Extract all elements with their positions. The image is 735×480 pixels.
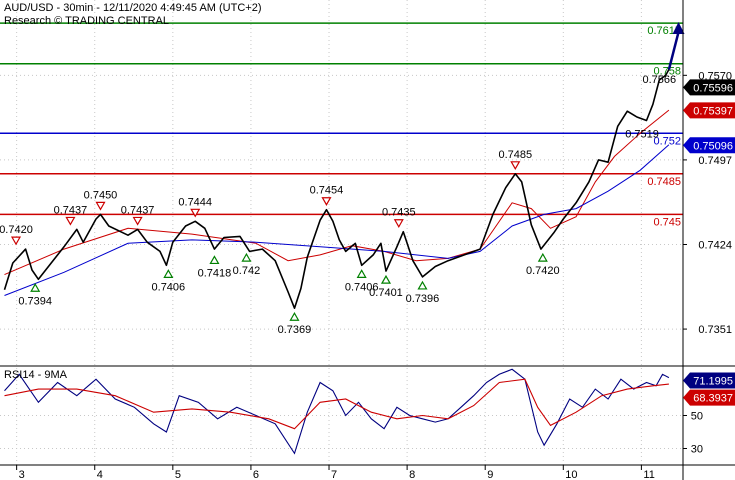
pivot-low-marker: [539, 254, 547, 261]
rsi-y-tick-label: 50: [691, 411, 703, 423]
rsi-current-value: 71.1995: [693, 376, 733, 388]
pivot-low-marker: [164, 270, 172, 277]
pivot-label: 0.7418: [198, 267, 232, 279]
y-tick-label: 0.7424: [698, 239, 732, 251]
pivot-low-marker: [31, 284, 39, 291]
level-label: 0.7485: [647, 176, 681, 188]
rsi-panel: [5, 369, 669, 453]
pivot-low-marker: [290, 313, 298, 320]
rsi-series-line: [5, 379, 669, 429]
rsi-title: RSI14 - 9MA: [4, 369, 67, 381]
pivot-label: 0.7396: [406, 293, 440, 305]
rsi-series-line: [5, 369, 669, 453]
pivot-label: 0.7437: [54, 204, 88, 216]
chart-source: Research © TRADING CENTRAL: [4, 15, 169, 27]
ma-value-value: 0.75397: [693, 105, 733, 117]
price-panel: 0.76150.7580.7520.74850.7450.74200.73940…: [0, 22, 685, 336]
pivot-high-marker: [96, 202, 104, 209]
pivot-low-marker: [210, 256, 218, 263]
y-tick-label: 0.7351: [698, 324, 732, 336]
level-value: 0.75096: [693, 140, 733, 152]
level-label: 0.745: [653, 216, 681, 228]
grid: [0, 0, 683, 465]
x-tick-label: 4: [97, 469, 103, 480]
pivot-label: 0.7485: [498, 149, 532, 161]
pivot-label: 0.7420: [526, 265, 560, 277]
pivot-label: 0.7401: [369, 287, 403, 299]
pivot-label: 0.7437: [121, 204, 155, 216]
pivot-high-marker: [322, 198, 330, 205]
x-tick-label: 9: [487, 469, 493, 480]
pivot-high-marker: [12, 237, 20, 244]
pivot-label: 0.7369: [278, 324, 312, 336]
x-tick-label: 11: [643, 469, 654, 480]
pivot-high-marker: [134, 217, 142, 224]
pivot-label: 0.7420: [0, 224, 33, 236]
x-tick-label: 8: [409, 469, 415, 480]
pivot-low-marker: [418, 282, 426, 289]
chart-title: AUD/USD - 30min - 12/11/2020 4:49:45 AM …: [4, 2, 262, 14]
pivot-label: 0.7444: [178, 196, 212, 208]
pivot-label: 0.7406: [152, 281, 186, 293]
pivot-high-marker: [511, 162, 519, 169]
pivot-label: 0.7394: [18, 295, 52, 307]
y-tick-label: 0.7497: [698, 155, 732, 167]
x-tick-label: 5: [175, 469, 181, 480]
pivot-low-marker: [242, 254, 250, 261]
pivot-high-marker: [395, 220, 403, 227]
pivot-label: 0.742: [233, 265, 261, 277]
pivot-label: 0.7435: [382, 207, 416, 219]
pivot-high-marker: [191, 209, 199, 216]
x-tick-label: 6: [253, 469, 259, 480]
x-tick-label: 7: [331, 469, 337, 480]
pivot-label: 0.7454: [310, 185, 344, 197]
pivot-high-marker: [66, 217, 74, 224]
pivot-label: 0.7566: [642, 74, 676, 86]
x-tick-label: 10: [565, 469, 577, 480]
pivot-low-marker: [358, 270, 366, 277]
x-tick-label: 3: [19, 469, 25, 480]
current-price-value: 0.75596: [693, 82, 733, 94]
rsi-y-tick-label: 30: [691, 444, 703, 456]
rsi-ma-value: 68.3937: [693, 393, 733, 405]
pivot-label: 0.7519: [625, 128, 659, 140]
pivot-low-marker: [382, 276, 390, 283]
pivot-label: 0.7450: [84, 189, 118, 201]
